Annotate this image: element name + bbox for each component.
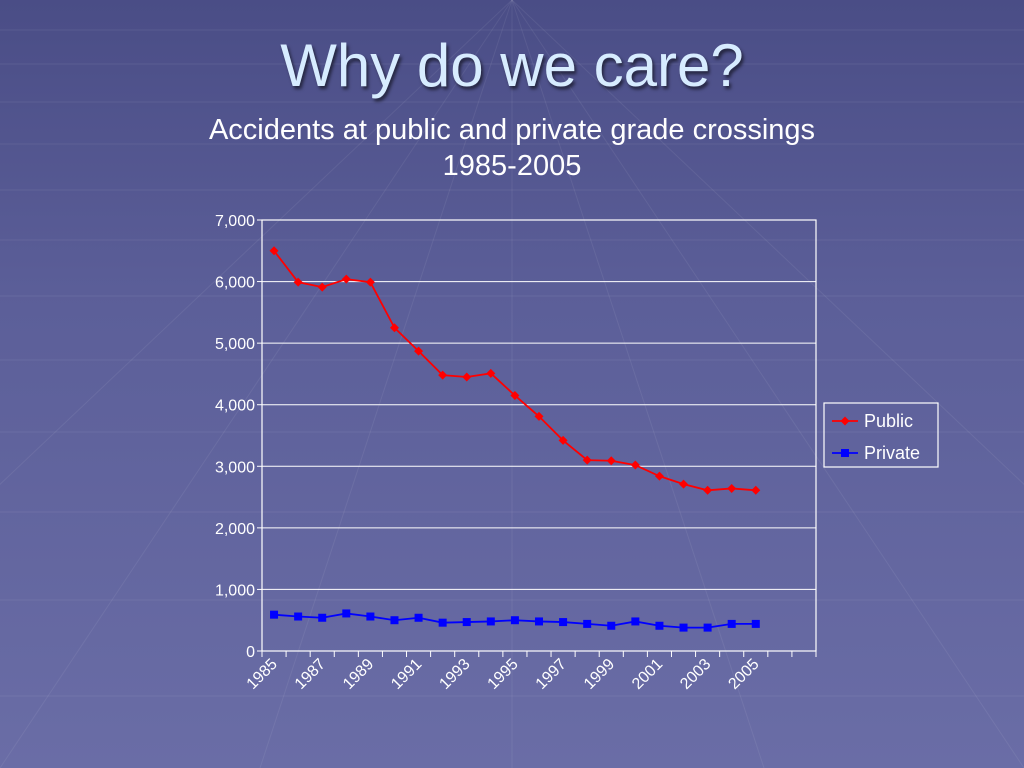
x-tick-label: 1987 — [292, 656, 329, 693]
y-tick-label: 2,000 — [215, 521, 255, 538]
x-tick-label: 1985 — [244, 656, 281, 693]
data-point-public — [317, 282, 327, 292]
data-point-public — [606, 456, 616, 466]
data-point-private — [438, 618, 447, 627]
data-point-private — [486, 617, 495, 626]
x-tick-label: 1989 — [340, 656, 377, 693]
y-tick-label: 7,000 — [215, 213, 255, 230]
data-point-private — [318, 613, 327, 622]
data-point-public — [365, 277, 375, 287]
data-point-public — [293, 277, 303, 287]
subtitle-line-2: 1985-2005 — [442, 150, 582, 182]
data-point-private — [559, 618, 568, 627]
subtitle-line-1: Accidents at public and private grade cr… — [208, 114, 816, 146]
data-point-private — [583, 619, 592, 628]
slide-title: Why do we care? — [280, 32, 744, 99]
x-tick-label: 1995 — [485, 656, 522, 693]
x-tick-label: 1997 — [533, 656, 570, 693]
x-tick-label: 2003 — [677, 656, 714, 693]
data-point-private — [510, 616, 519, 625]
data-point-private — [727, 619, 736, 628]
x-tick-label: 1999 — [581, 656, 618, 693]
data-point-private — [655, 621, 664, 630]
data-point-public — [751, 485, 761, 495]
legend-label-public: Public — [864, 411, 913, 431]
plot-area — [261, 219, 817, 652]
data-point-private — [631, 617, 640, 626]
y-tick-label: 3,000 — [215, 459, 255, 476]
data-point-public — [438, 370, 448, 380]
data-point-private — [294, 612, 303, 621]
legend-marker-public — [840, 416, 850, 426]
y-tick-label: 6,000 — [215, 275, 255, 292]
data-point-private — [342, 609, 351, 618]
x-tick-label: 2001 — [629, 656, 666, 693]
data-point-public — [727, 483, 737, 493]
y-tick-label: 4,000 — [215, 398, 255, 415]
y-tick-label: 1,000 — [215, 582, 255, 599]
y-tick-label: 5,000 — [215, 336, 255, 353]
data-point-private — [414, 613, 423, 622]
data-point-private — [703, 623, 712, 632]
data-point-private — [390, 616, 399, 625]
x-tick-label: 1993 — [436, 656, 473, 693]
data-point-public — [462, 372, 472, 382]
data-point-public — [654, 471, 664, 481]
data-point-private — [535, 617, 543, 626]
data-point-public — [341, 274, 351, 284]
y-tick-label: 0 — [246, 644, 255, 661]
data-point-private — [679, 623, 688, 632]
data-point-public — [414, 346, 424, 356]
data-point-public — [558, 435, 568, 445]
data-point-public — [679, 479, 689, 489]
slide-subtitle: Accidents at public and private grade cr… — [0, 112, 1024, 184]
data-point-private — [366, 612, 375, 621]
data-point-private — [607, 621, 616, 630]
legend — [823, 402, 939, 468]
data-point-public — [486, 368, 496, 378]
x-tick-label: 2005 — [725, 656, 762, 693]
data-point-public — [630, 460, 640, 470]
data-point-public — [510, 390, 520, 400]
data-point-public — [582, 455, 592, 465]
series-line-public — [273, 250, 756, 492]
data-point-public — [534, 411, 544, 421]
legend-marker-private — [841, 449, 849, 457]
data-point-private — [462, 618, 471, 627]
data-point-public — [389, 323, 399, 333]
data-point-public — [703, 485, 713, 495]
data-point-private — [751, 619, 760, 628]
x-tick-label: 1991 — [388, 656, 425, 693]
data-point-public — [269, 246, 279, 256]
legend-label-private: Private — [864, 443, 920, 463]
data-point-private — [270, 610, 279, 619]
